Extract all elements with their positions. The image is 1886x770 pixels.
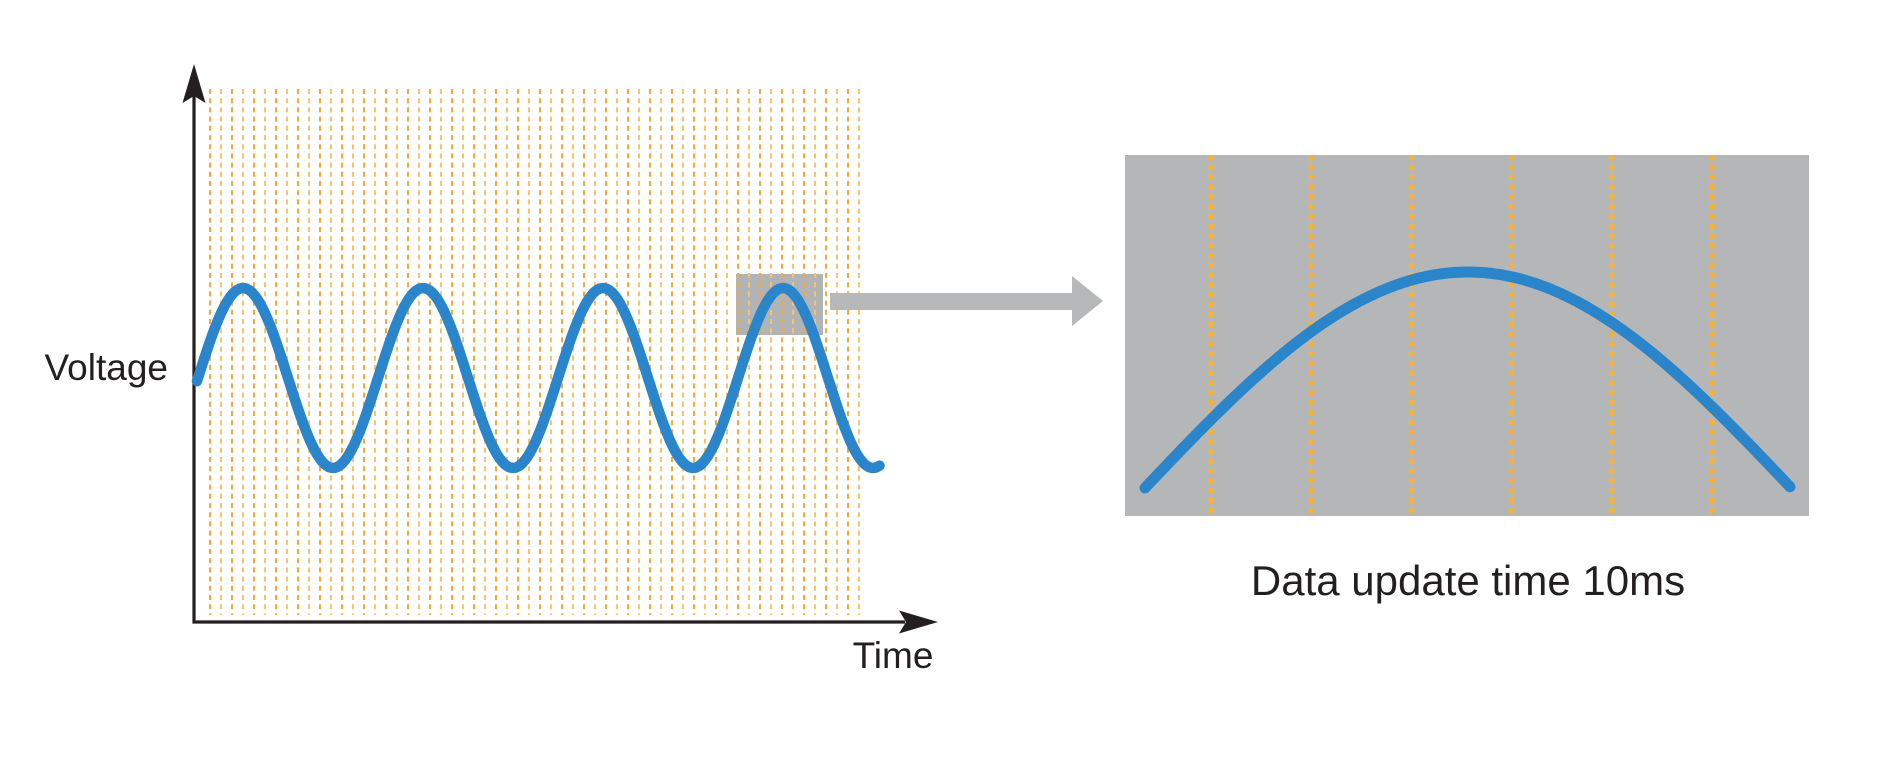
zoomed-waveform [1139,266,1796,494]
x-axis-arrowhead-icon [899,610,938,634]
zoom-panel [1125,155,1809,516]
axes [182,64,938,634]
zoom-connector-arrow-icon [830,276,1103,326]
zoom-caption: Data update time 10ms [1250,557,1686,604]
left-sample-grid [209,89,860,615]
x-axis-label: Time [852,635,934,676]
y-axis-label: Voltage [44,347,168,388]
y-axis-arrowhead-icon [182,64,206,103]
voltage-waveform [191,282,885,474]
